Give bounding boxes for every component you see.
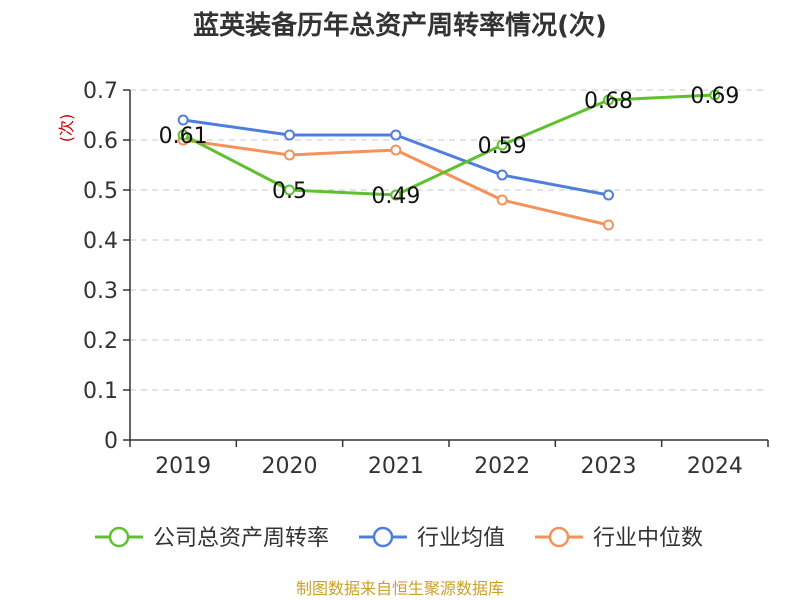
y-tick-label: 0.1 <box>83 379 118 404</box>
x-tick-label: 2020 <box>262 454 318 479</box>
grid-lines <box>130 89 768 391</box>
data-point <box>284 149 295 161</box>
data-point <box>603 94 614 106</box>
chart-title: 蓝英装备历年总资产周转率情况(次) <box>193 10 607 41</box>
y-tick-label: 0.6 <box>83 129 118 154</box>
series-lines <box>177 89 721 231</box>
series-group <box>177 114 614 201</box>
source-note: 制图数据来自恒生聚源数据库 <box>296 579 504 598</box>
data-point <box>709 89 721 101</box>
legend-label: 公司总资产周转率 <box>153 526 329 551</box>
y-tick-label: 0.3 <box>83 279 118 304</box>
y-tick-label: 0 <box>104 429 118 454</box>
data-labels: 0.61 0.5 0.49 0.59 0.68 0.69 <box>159 84 740 209</box>
legend-item[interactable]: 公司总资产周转率 <box>95 526 329 551</box>
data-point <box>390 129 402 141</box>
data-point <box>603 219 614 231</box>
series-group <box>177 89 721 201</box>
y-tick-label: 0.7 <box>83 79 118 104</box>
data-point <box>177 114 189 126</box>
x-tick-label: 2022 <box>474 454 530 479</box>
data-point <box>496 194 508 206</box>
legend-item[interactable]: 行业中位数 <box>535 526 703 551</box>
data-point <box>390 189 402 201</box>
legend-marker <box>108 526 130 548</box>
legend-marker <box>548 526 570 548</box>
data-label: 0.69 <box>690 84 739 109</box>
axes: 0 0.1 0.2 0.3 0.4 0.5 0.6 0.7 2019 2020 2021 2022 20… <box>83 79 769 479</box>
x-tick-label: 2021 <box>368 454 424 479</box>
x-tick-label: 2024 <box>687 454 743 479</box>
data-point <box>496 139 508 151</box>
data-label: 0.68 <box>584 89 633 114</box>
y-axis-label: (次) <box>57 114 76 143</box>
data-point <box>284 129 295 141</box>
legend-item[interactable]: 行业均值 <box>359 526 505 551</box>
data-point <box>284 184 295 196</box>
data-label: 0.5 <box>272 179 307 204</box>
y-tick-label: 0.4 <box>83 229 118 254</box>
y-tick-label: 0.5 <box>83 179 118 204</box>
data-label: 0.49 <box>371 184 420 209</box>
legend-label: 行业均值 <box>417 526 505 551</box>
legend-label: 行业中位数 <box>593 526 703 551</box>
series-line <box>182 93 715 197</box>
y-tick-label: 0.2 <box>83 329 118 354</box>
legend: 公司总资产周转率 行业均值 行业中位数 <box>95 526 703 551</box>
x-tick-label: 2019 <box>155 454 211 479</box>
data-label: 0.59 <box>478 134 527 159</box>
x-tick-label: 2023 <box>581 454 637 479</box>
data-point <box>603 189 614 201</box>
data-point <box>496 169 508 181</box>
data-point <box>390 144 402 156</box>
legend-marker <box>372 526 394 548</box>
data-label: 0.61 <box>159 124 208 149</box>
data-point <box>177 129 189 141</box>
